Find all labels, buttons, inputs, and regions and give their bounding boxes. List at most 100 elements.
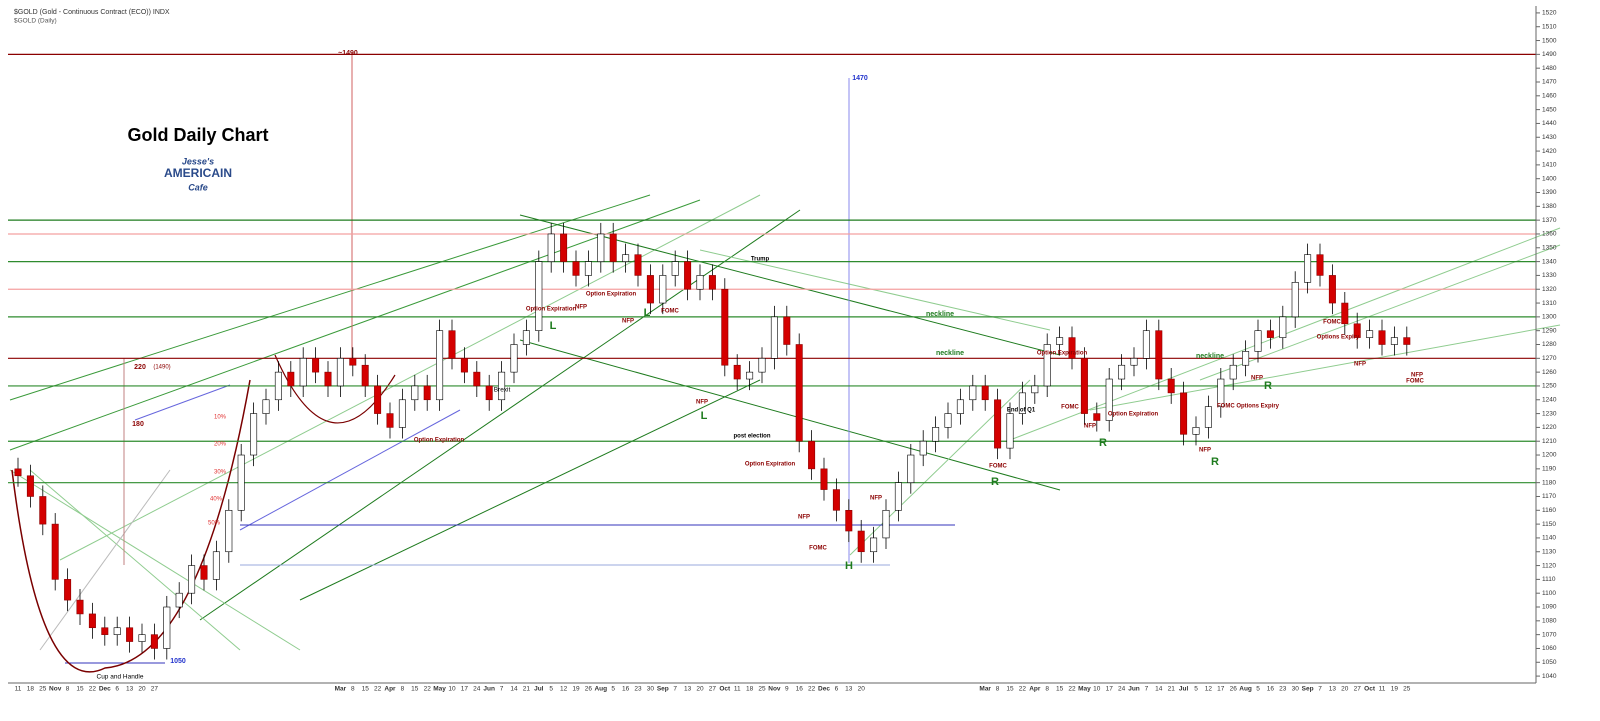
y-tick-label: 1410: [1542, 162, 1557, 169]
candle-body: [460, 358, 468, 373]
x-tick-label: 7: [500, 686, 504, 693]
annotation: NFP: [1354, 362, 1366, 368]
x-tick-label: Nov: [768, 686, 781, 693]
candle-body: [126, 627, 134, 642]
x-tick-label: 24: [1118, 686, 1126, 693]
y-tick-label: 1400: [1542, 175, 1557, 182]
x-tick-label: 20: [1341, 686, 1349, 693]
candle-body: [708, 275, 716, 290]
trendline: [519, 339, 1061, 491]
candle-body: [312, 358, 320, 373]
annotation: 1470: [852, 75, 868, 82]
annotation: R: [1099, 437, 1107, 449]
y-tick-label: 1280: [1542, 341, 1557, 348]
candle-body: [436, 330, 444, 401]
candle-body: [1093, 413, 1101, 421]
x-tick-label: 22: [89, 686, 97, 693]
candle-body: [820, 468, 828, 490]
x-tick-label: Sep: [657, 686, 669, 693]
y-tick-label: 1420: [1542, 148, 1557, 155]
annotation: post election: [733, 434, 770, 440]
annotation: Cup and Handle: [97, 674, 144, 681]
subtitle: $GOLD (Gold - Continuous Contract (ECO))…: [14, 9, 170, 16]
y-tick-label: 1330: [1542, 272, 1557, 279]
annotation: R: [991, 476, 999, 488]
annotation: ~1490: [338, 50, 358, 57]
annotation: Trump: [751, 257, 770, 263]
x-tick-label: 25: [758, 686, 766, 693]
candle-body: [894, 482, 902, 511]
y-tick-label: 1190: [1542, 466, 1556, 473]
y-tick-label: 1050: [1542, 659, 1557, 666]
candle-body: [919, 440, 927, 456]
x-tick-label: 21: [523, 686, 531, 693]
annotation: FOMC Options Expiry: [1217, 404, 1280, 410]
trendline: [29, 469, 241, 651]
annotation: neckline: [1196, 353, 1224, 360]
x-tick-label: 25: [39, 686, 47, 693]
candle-body: [535, 261, 543, 331]
x-tick-label: 16: [796, 686, 804, 693]
cup-arc: [11, 379, 251, 673]
candle-body: [64, 579, 72, 601]
candle-body: [1353, 323, 1361, 338]
y-tick-label: 1450: [1542, 106, 1557, 113]
candle-body: [88, 613, 96, 629]
candle-body: [411, 385, 419, 401]
y-tick-label: 1080: [1542, 618, 1557, 625]
trendline: [299, 379, 761, 601]
candle-body: [1068, 337, 1076, 359]
x-tick-label: 7: [1318, 686, 1322, 693]
x-tick-label: 20: [138, 686, 146, 693]
y-tick-label: 1100: [1542, 590, 1556, 597]
candle-body: [200, 565, 208, 580]
candle-body: [733, 364, 741, 380]
candle-body: [1328, 275, 1336, 304]
candle-body: [498, 371, 506, 401]
y-tick-label: 1460: [1542, 93, 1557, 100]
candle-body: [522, 330, 530, 345]
y-tick-label: 1110: [1542, 576, 1556, 583]
annotation: NFP: [1411, 373, 1423, 379]
candle-body: [324, 371, 332, 387]
candle-body: [1279, 316, 1287, 338]
x-tick-label: Aug: [1239, 686, 1252, 693]
x-tick-label: 6: [115, 686, 119, 693]
x-tick-label: 15: [76, 686, 84, 693]
candle-body: [1304, 254, 1312, 283]
x-tick-label: 27: [151, 686, 159, 693]
candle-body: [671, 261, 679, 276]
x-tick-label: 5: [549, 686, 553, 693]
x-tick-label: 8: [351, 686, 355, 693]
y-tick-label: 1350: [1542, 245, 1557, 252]
candle-body: [1378, 330, 1386, 345]
candle-body: [882, 509, 890, 539]
trendline: [134, 384, 231, 421]
x-tick-label: 27: [1354, 686, 1362, 693]
x-tick-label: 15: [1056, 686, 1064, 693]
y-tick-label: 1320: [1542, 286, 1557, 293]
candle-body: [163, 606, 171, 649]
x-tick-label: 10: [1093, 686, 1101, 693]
y-tick-label: 1500: [1542, 37, 1557, 44]
annotation: FOMC: [989, 464, 1007, 470]
y-tick-label: 1440: [1542, 120, 1557, 127]
candle-body: [845, 509, 853, 532]
candle-body: [1266, 330, 1274, 338]
candle-body: [560, 233, 568, 262]
annotation: NFP: [622, 319, 634, 325]
trendline: [9, 194, 651, 401]
x-tick-label: Sep: [1302, 686, 1314, 693]
y-tick-label: 1430: [1542, 134, 1557, 141]
x-tick-label: 16: [1267, 686, 1275, 693]
y-tick-label: 1490: [1542, 51, 1557, 58]
logo-text: Jesse's: [182, 156, 214, 166]
y-tick-label: 1140: [1542, 535, 1556, 542]
x-tick-label: 30: [1292, 686, 1300, 693]
y-tick-label: 1210: [1542, 438, 1557, 445]
candle-body: [1031, 385, 1039, 394]
y-tick-label: 1220: [1542, 424, 1557, 431]
candle-body: [547, 233, 555, 262]
trendline: [9, 199, 701, 451]
x-tick-label: 7: [1145, 686, 1149, 693]
